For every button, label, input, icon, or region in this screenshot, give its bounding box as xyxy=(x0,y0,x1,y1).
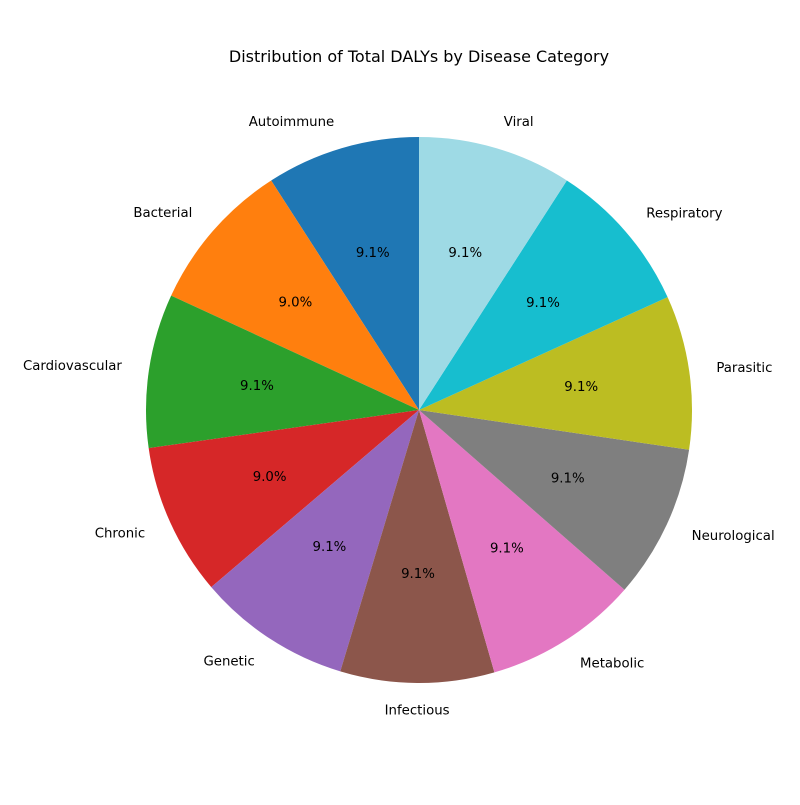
pie-slice-cardiovascular xyxy=(146,295,419,449)
pie-slice-bacterial xyxy=(171,180,419,410)
slice-label-metabolic: Metabolic xyxy=(580,656,644,671)
pie-slice-metabolic xyxy=(419,410,625,673)
slice-label-respiratory: Respiratory xyxy=(646,207,722,222)
pie-slice-neurological xyxy=(419,410,690,590)
pie-slice-respiratory xyxy=(419,180,668,410)
chart-title: Distribution of Total DALYs by Disease C… xyxy=(229,47,609,66)
pct-label-viral: 9.1% xyxy=(448,246,482,261)
slice-label-autoimmune: Autoimmune xyxy=(249,115,335,130)
slice-label-bacterial: Bacterial xyxy=(133,206,192,221)
slice-label-viral: Viral xyxy=(504,115,534,130)
pct-label-genetic: 9.1% xyxy=(313,540,347,555)
slice-label-genetic: Genetic xyxy=(203,654,254,669)
pct-label-chronic: 9.0% xyxy=(253,470,287,485)
pie-slice-parasitic xyxy=(419,297,692,450)
pct-label-bacterial: 9.0% xyxy=(278,296,312,311)
pie-slice-genetic xyxy=(211,410,419,672)
pie-slice-autoimmune xyxy=(271,137,419,410)
pct-label-cardiovascular: 9.1% xyxy=(240,379,274,394)
pct-label-parasitic: 9.1% xyxy=(564,380,598,395)
pie-slice-infectious xyxy=(340,410,495,684)
slice-label-chronic: Chronic xyxy=(95,526,145,541)
pct-label-autoimmune: 9.1% xyxy=(356,246,390,261)
pct-label-respiratory: 9.1% xyxy=(526,296,560,311)
pie-slice-chronic xyxy=(148,410,420,588)
pct-label-metabolic: 9.1% xyxy=(490,541,524,556)
pie-labels: Autoimmune 9.1% Bacterial 9.0% Cardiovascula… xyxy=(23,115,775,718)
pct-label-infectious: 9.1% xyxy=(401,567,435,582)
pct-label-neurological: 9.1% xyxy=(551,472,585,487)
slice-label-parasitic: Parasitic xyxy=(716,361,772,376)
pie-slices xyxy=(146,137,692,684)
pie-slice-viral xyxy=(419,137,567,410)
slice-label-infectious: Infectious xyxy=(385,703,450,718)
slice-label-neurological: Neurological xyxy=(692,529,775,544)
slice-label-cardiovascular: Cardiovascular xyxy=(23,359,122,374)
